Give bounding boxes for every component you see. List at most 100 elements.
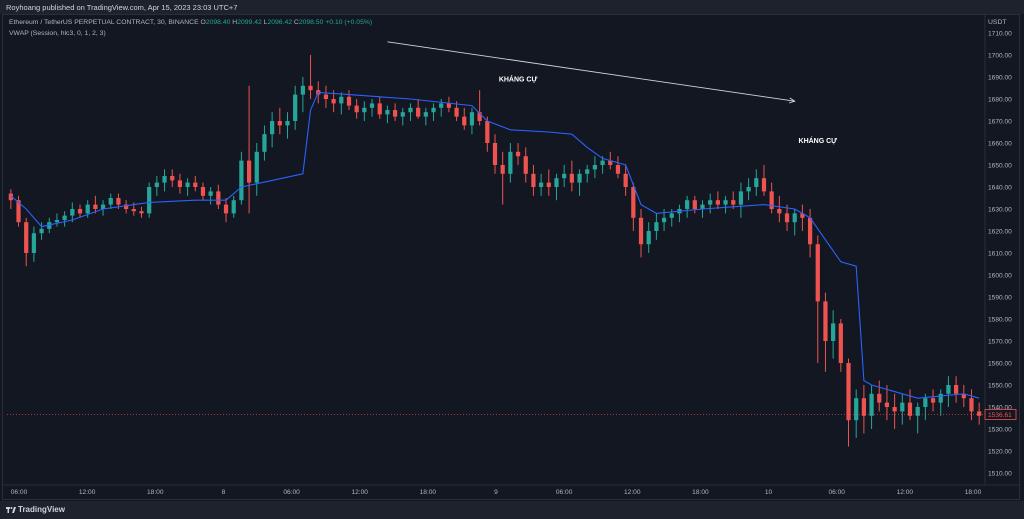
- x-tick-label: 9: [494, 489, 498, 496]
- candle-body: [638, 217, 644, 245]
- candle-body: [615, 165, 621, 174]
- candle-body: [861, 398, 866, 416]
- candle-body: [854, 398, 859, 421]
- candle-body: [70, 209, 75, 216]
- candle-body: [769, 191, 774, 209]
- candle-body: [469, 112, 475, 126]
- candle-body: [623, 173, 628, 187]
- candle-body: [223, 204, 229, 214]
- y-tick-label: 1530.00: [988, 427, 1012, 434]
- candle-body: [508, 151, 513, 174]
- candle-body: [746, 187, 751, 192]
- candle-body: [838, 323, 843, 363]
- candle-body: [293, 94, 298, 121]
- candle-body: [277, 121, 282, 126]
- candle-body: [193, 182, 198, 187]
- vwap-indicator-legend[interactable]: VWAP (Session, hlc3, 0, 1, 2, 3): [9, 30, 106, 37]
- candle-body: [531, 173, 536, 187]
- y-tick-label: 1660.00: [988, 141, 1012, 148]
- y-tick-label: 1710.00: [988, 31, 1012, 38]
- candle-body: [569, 173, 574, 183]
- candle-body: [631, 187, 636, 218]
- x-tick-label: 12:00: [624, 489, 641, 496]
- candle-body: [800, 213, 805, 218]
- candle-body: [54, 220, 60, 223]
- candle-body: [377, 103, 382, 115]
- candle-body: [331, 99, 336, 104]
- candle-body: [792, 213, 797, 223]
- candle-body: [777, 209, 782, 214]
- candle-body: [754, 178, 759, 187]
- candle-body: [93, 204, 98, 209]
- candle-body: [915, 407, 920, 416]
- candle-body: [392, 110, 398, 117]
- candle-body: [715, 200, 720, 205]
- currency-label: USDT: [988, 19, 1007, 26]
- close-value: 2098.50: [298, 19, 324, 26]
- candle-body: [323, 94, 329, 99]
- candle-body: [39, 228, 44, 234]
- candle-body: [439, 103, 444, 108]
- candle-body: [462, 116, 467, 126]
- candle-body: [900, 402, 905, 412]
- open-value: 2098.40: [205, 19, 231, 26]
- tradingview-brand: TradingView: [18, 505, 65, 514]
- x-tick-label: 18:00: [420, 489, 437, 496]
- candle-body: [131, 209, 136, 212]
- candle-body: [177, 180, 183, 187]
- candle-body: [977, 411, 982, 416]
- symbol-legend[interactable]: Ethereum / TetherUS PERPETUAL CONTRACT, …: [9, 19, 372, 26]
- y-tick-label: 1630.00: [988, 207, 1012, 214]
- x-tick-label: 12:00: [351, 489, 368, 496]
- candle-body: [200, 187, 206, 196]
- y-tick-label: 1570.00: [988, 339, 1012, 346]
- candle-body: [646, 231, 651, 245]
- y-tick-label: 1550.00: [988, 383, 1012, 390]
- candle-body: [208, 191, 213, 196]
- y-tick-label: 1560.00: [988, 361, 1012, 368]
- last-price-tag: [984, 409, 1017, 420]
- candle-body: [285, 121, 290, 126]
- candle-body: [538, 182, 544, 187]
- candle-body: [585, 169, 590, 174]
- candle-body: [669, 213, 674, 218]
- candle-body: [515, 151, 521, 157]
- x-tick-label: 06:00: [283, 489, 300, 496]
- candle-body: [231, 200, 236, 214]
- candle-body: [62, 215, 67, 220]
- candle-body: [362, 107, 367, 113]
- candle-body: [869, 393, 874, 416]
- candle-body: [239, 160, 244, 201]
- candle-body: [938, 393, 943, 403]
- y-tick-label: 1510.00: [988, 471, 1012, 478]
- last-price-label: 1536.61: [988, 412, 1012, 419]
- high-label: H: [232, 19, 238, 26]
- candle-body: [346, 96, 352, 106]
- candle-body: [846, 363, 851, 421]
- candle-body: [907, 402, 913, 416]
- x-tick-label: 06:00: [828, 489, 845, 496]
- candle-body: [600, 160, 605, 165]
- candle-body: [162, 176, 167, 183]
- x-tick-label: 18:00: [147, 489, 164, 496]
- candle-body: [8, 193, 13, 201]
- candle-body: [423, 112, 428, 117]
- candle-body: [961, 393, 966, 399]
- symbol-title: Ethereum / TetherUS PERPETUAL CONTRACT, …: [9, 19, 199, 26]
- y-tick-label: 1590.00: [988, 295, 1012, 302]
- candle-body: [154, 182, 159, 187]
- candle-body: [77, 209, 83, 214]
- candle-body: [31, 233, 37, 253]
- trend-arrow-head: [788, 97, 796, 104]
- candle-body: [592, 165, 598, 170]
- tradingview-logo-icon: [6, 507, 16, 513]
- candle-body: [608, 160, 613, 165]
- candle-body: [354, 105, 359, 113]
- candle-body: [369, 103, 375, 108]
- candle-body: [485, 121, 490, 143]
- candle-body: [807, 217, 813, 245]
- candle-body: [85, 204, 90, 214]
- y-tick-label: 1670.00: [988, 119, 1012, 126]
- candle-body: [884, 402, 890, 407]
